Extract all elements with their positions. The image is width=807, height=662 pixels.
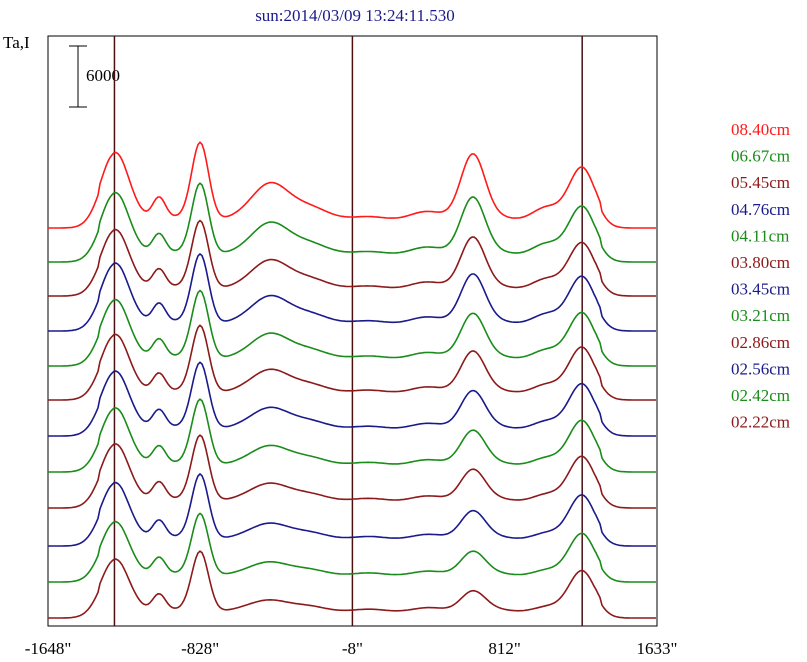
y-axis-label: Ta,I — [3, 33, 30, 52]
trace-04.11cm — [48, 289, 656, 367]
x-tick-label-4: 1633" — [637, 639, 678, 658]
scale-bar: 6000 — [69, 45, 120, 108]
trace-03.21cm — [48, 398, 656, 473]
legend: 08.40cm 06.67cm 05.45cm 04.76cm 04.11cm 03.80… — [731, 120, 790, 432]
x-tick-label-2: -8" — [342, 639, 363, 658]
legend-entry-10: 02.42cm — [731, 386, 790, 405]
legend-entry-1: 06.67cm — [731, 147, 790, 166]
x-tick-labels: -1648" -828" -8" 812" 1633" — [25, 639, 678, 658]
x-tick-label-0: -1648" — [25, 639, 72, 658]
traces — [48, 141, 656, 619]
trace-02.42cm — [48, 512, 656, 583]
trace-05.45cm — [48, 219, 656, 297]
vertical-markers — [113, 36, 583, 626]
trace-06.67cm — [48, 182, 656, 263]
legend-entry-11: 02.22cm — [731, 413, 790, 432]
trace-02.56cm — [48, 472, 656, 547]
legend-entry-7: 03.21cm — [731, 306, 790, 325]
legend-entry-0: 08.40cm — [731, 120, 790, 139]
trace-03.80cm — [48, 324, 656, 401]
trace-08.40cm — [48, 141, 656, 229]
legend-entry-8: 02.86cm — [731, 333, 790, 352]
legend-entry-2: 05.45cm — [731, 173, 790, 192]
trace-03.45cm — [48, 361, 656, 437]
legend-entry-4: 04.11cm — [731, 226, 789, 245]
legend-entry-9: 02.56cm — [731, 359, 790, 378]
trace-02.22cm — [48, 550, 656, 619]
legend-entry-3: 04.76cm — [731, 200, 790, 219]
trace-02.86cm — [48, 434, 656, 509]
x-tick-label-3: 812" — [488, 639, 520, 658]
legend-entry-6: 03.45cm — [731, 280, 790, 299]
chart-title: sun:2014/03/09 13:24:11.530 — [255, 6, 455, 25]
x-tick-label-1: -828" — [181, 639, 219, 658]
scale-bar-label: 6000 — [86, 66, 120, 85]
legend-entry-5: 03.80cm — [731, 253, 790, 272]
trace-04.76cm — [48, 252, 656, 332]
